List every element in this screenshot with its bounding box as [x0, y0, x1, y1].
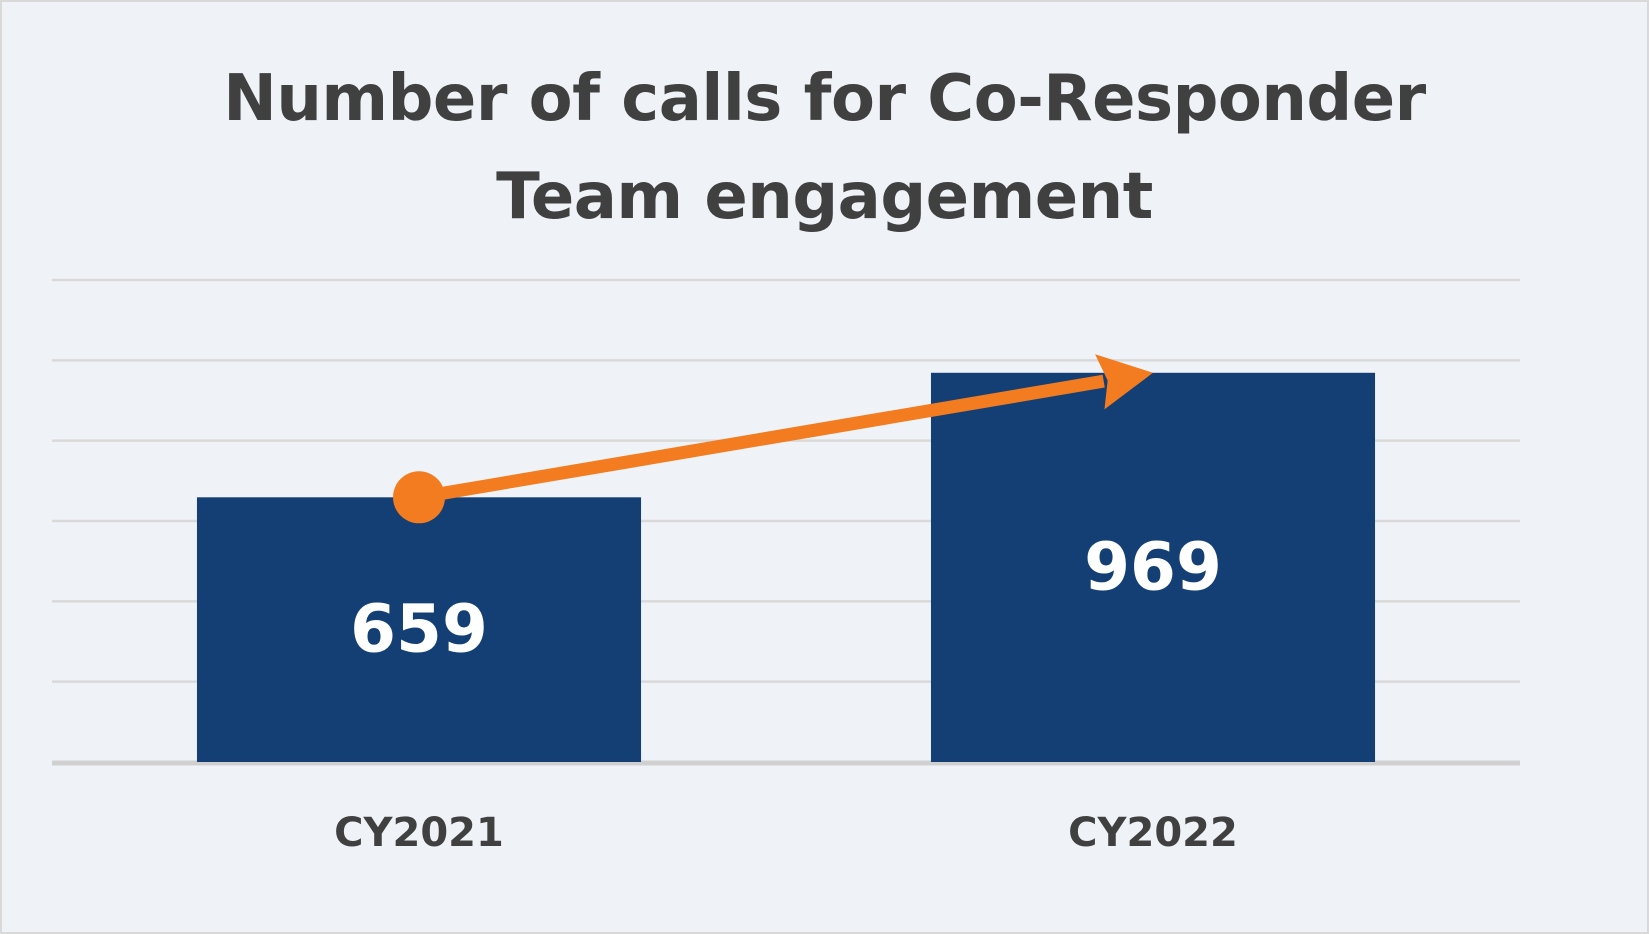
- bar-cy2021: [196, 497, 642, 762]
- trend-arrow: [393, 354, 1153, 524]
- labels: 659 CY2021 969 CY2022: [334, 528, 1238, 856]
- bar-cy2022: [930, 372, 1376, 762]
- x-tick-label-cy2021: CY2021: [334, 810, 504, 856]
- trend-arrow-shaft: [417, 374, 1105, 504]
- chart-title: Number of calls for Co-Responder Team en…: [2, 50, 1647, 246]
- x-tick-label-cy2022: CY2022: [1068, 810, 1238, 856]
- trend-arrow-start-dot: [393, 471, 445, 524]
- trend-arrow-head: [1095, 354, 1153, 410]
- data-label-cy2021: 659: [350, 591, 488, 668]
- chart-title-line-1: Number of calls for Co-Responder: [223, 62, 1426, 136]
- chart-title-line-2: Team engagement: [496, 160, 1153, 234]
- bars: [196, 372, 1376, 762]
- data-label-cy2022: 969: [1084, 528, 1222, 605]
